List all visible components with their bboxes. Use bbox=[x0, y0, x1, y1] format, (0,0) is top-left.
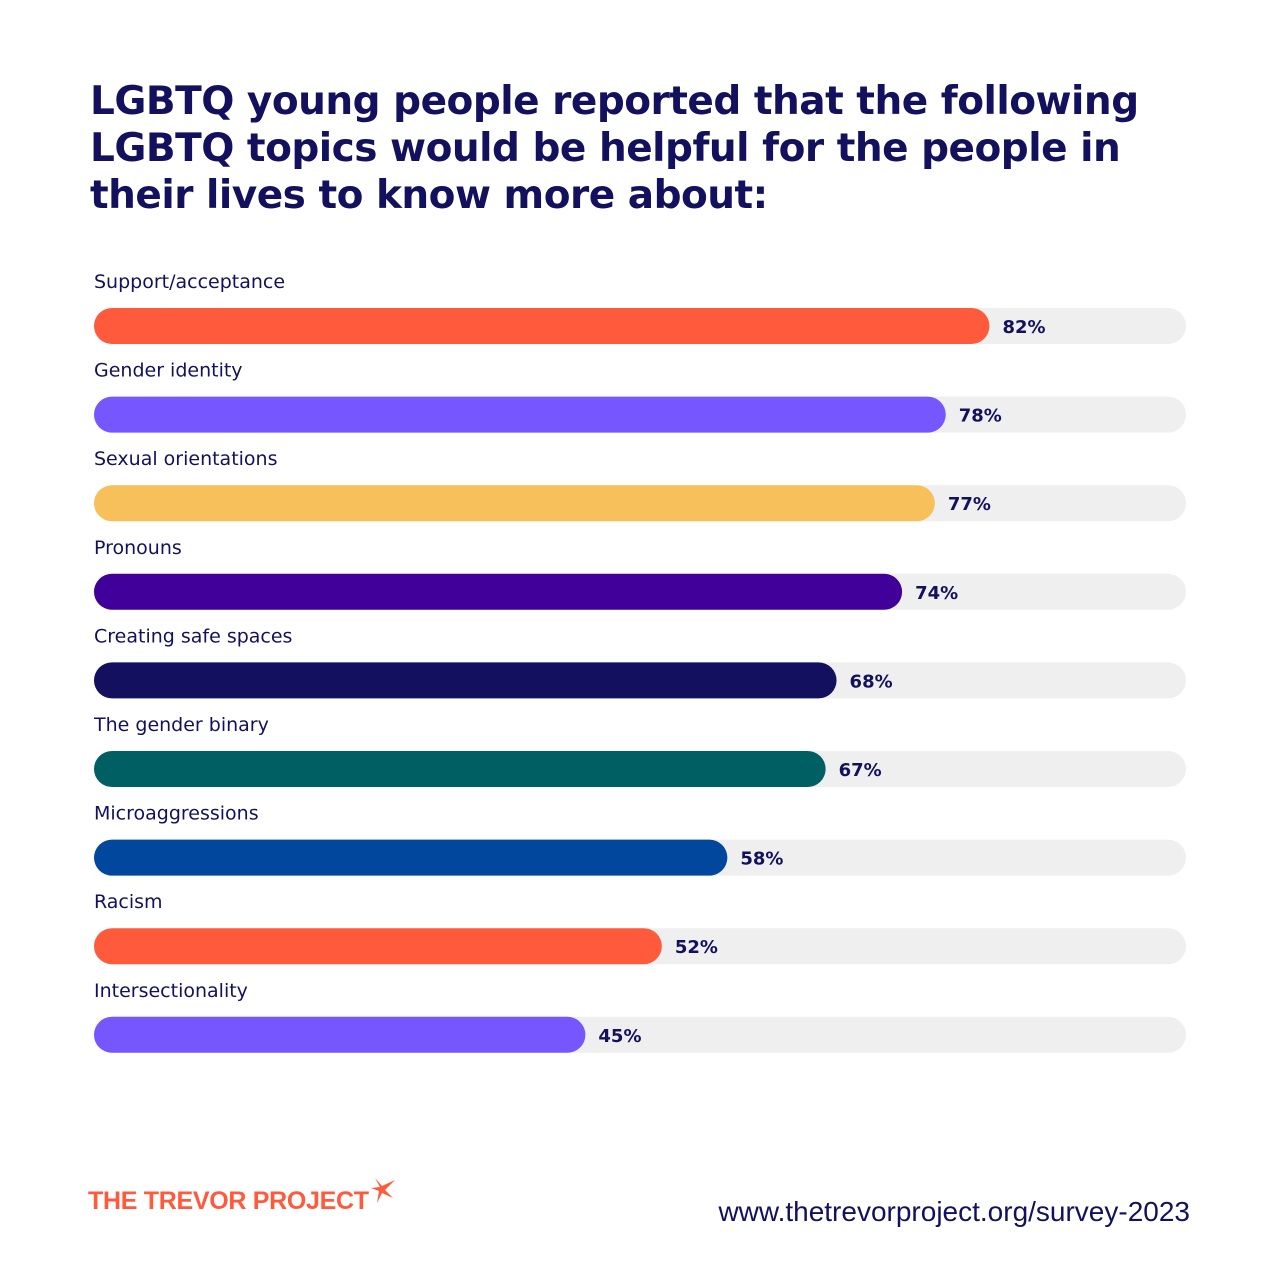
category-label: Sexual orientations bbox=[94, 448, 278, 470]
category-label: Gender identity bbox=[94, 360, 243, 382]
category-label: Microaggressions bbox=[94, 803, 259, 825]
value-label: 58% bbox=[740, 849, 783, 870]
bar bbox=[94, 1016, 586, 1053]
bar bbox=[94, 396, 946, 433]
value-label: 77% bbox=[948, 494, 991, 515]
logo-text: THE TREVOR PROJECT bbox=[88, 1187, 369, 1215]
value-label: 78% bbox=[959, 406, 1002, 427]
value-label: 67% bbox=[839, 760, 882, 781]
trevor-project-logo: THE TREVOR PROJECT bbox=[88, 1176, 397, 1216]
bar bbox=[94, 751, 826, 787]
value-label: 68% bbox=[850, 671, 893, 692]
category-label: Pronouns bbox=[94, 537, 182, 559]
category-label: Creating safe spaces bbox=[94, 625, 292, 647]
bar bbox=[94, 928, 662, 965]
bar bbox=[94, 573, 903, 610]
bar bbox=[94, 308, 990, 344]
bar bbox=[94, 662, 837, 699]
category-label: Intersectionality bbox=[94, 980, 248, 1002]
bar bbox=[94, 839, 728, 876]
value-label: 45% bbox=[598, 1026, 641, 1047]
value-label: 74% bbox=[915, 583, 958, 604]
category-label: The gender binary bbox=[93, 714, 269, 736]
survey-url[interactable]: www.thetrevorproject.org/survey-2023 bbox=[718, 1196, 1190, 1227]
star-icon bbox=[370, 1178, 395, 1203]
value-label: 82% bbox=[1002, 317, 1045, 338]
bar bbox=[94, 485, 935, 522]
category-label: Racism bbox=[94, 891, 163, 913]
category-label: Support/acceptance bbox=[94, 271, 285, 293]
chart-title: LGBTQ young people reported that the fol… bbox=[90, 79, 1139, 218]
value-label: 52% bbox=[675, 937, 718, 958]
